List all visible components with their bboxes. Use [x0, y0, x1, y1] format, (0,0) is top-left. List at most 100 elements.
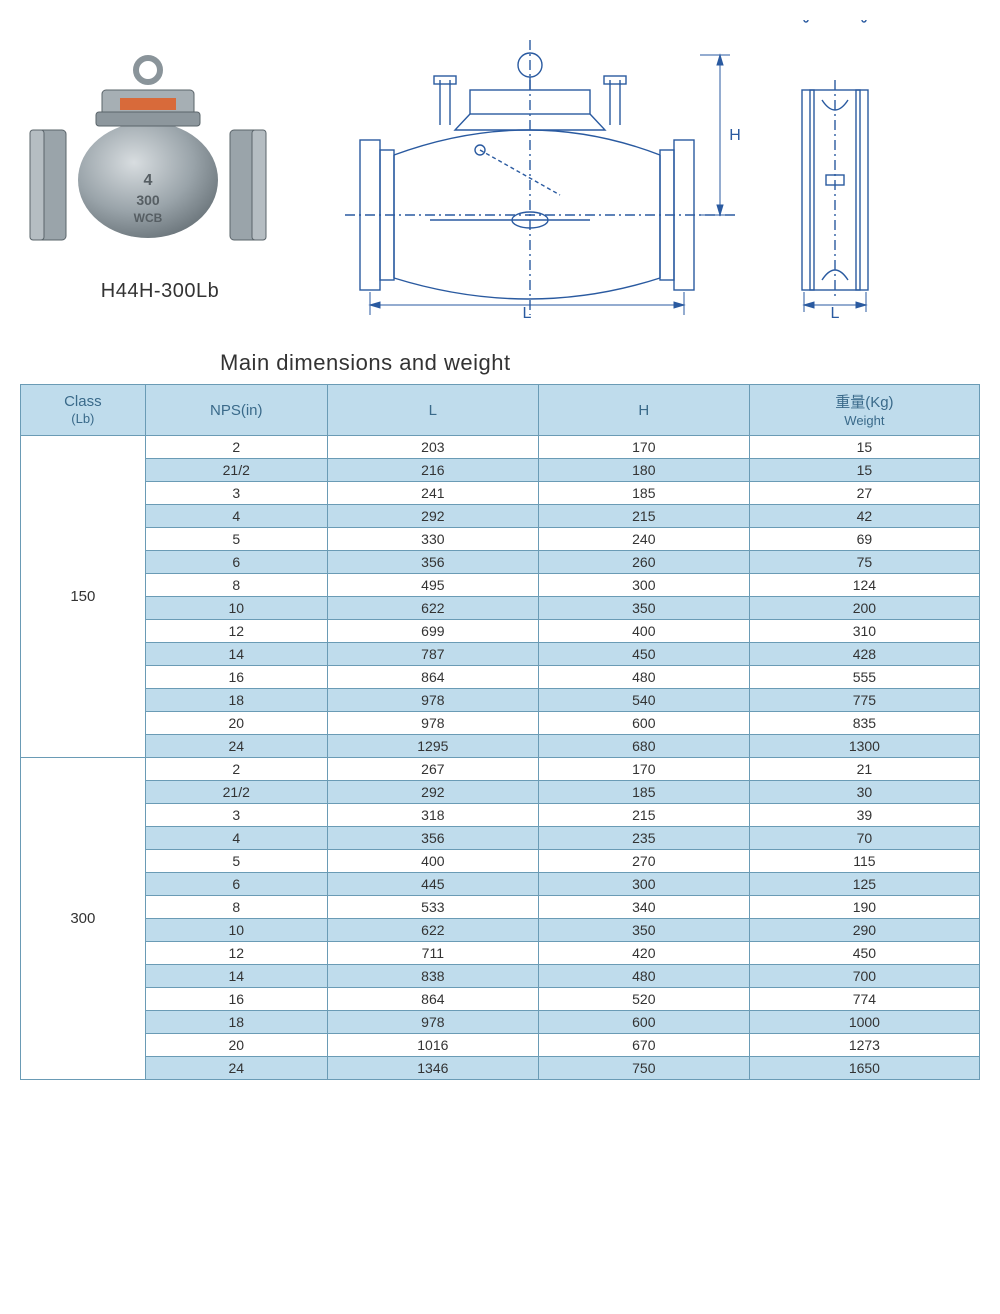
data-cell: 70 — [749, 827, 979, 850]
data-cell: 3 — [145, 482, 327, 505]
data-cell: 450 — [749, 942, 979, 965]
data-cell: 978 — [327, 1011, 538, 1034]
data-cell: 555 — [749, 666, 979, 689]
data-cell: 533 — [327, 896, 538, 919]
data-cell: 24 — [145, 1057, 327, 1080]
dim-l2-label: L — [831, 305, 840, 320]
th-nps: NPS(in) — [145, 385, 327, 436]
table-row: 300226717021 — [21, 758, 980, 781]
table-row: 2413467501650 — [21, 1057, 980, 1080]
th-h: H — [538, 385, 749, 436]
data-cell: 12 — [145, 942, 327, 965]
table-row: 8533340190 — [21, 896, 980, 919]
data-cell: 185 — [538, 482, 749, 505]
data-cell: 20 — [145, 1034, 327, 1057]
data-cell: 775 — [749, 689, 979, 712]
data-cell: 670 — [538, 1034, 749, 1057]
data-cell: 42 — [749, 505, 979, 528]
data-cell: 356 — [327, 827, 538, 850]
table-row: 435623570 — [21, 827, 980, 850]
data-cell: 170 — [538, 436, 749, 459]
data-cell: 1016 — [327, 1034, 538, 1057]
data-cell: 356 — [327, 551, 538, 574]
data-cell: 400 — [327, 850, 538, 873]
data-cell: 680 — [538, 735, 749, 758]
data-cell: 6 — [145, 551, 327, 574]
data-cell: 495 — [327, 574, 538, 597]
table-row: 331821539 — [21, 804, 980, 827]
front-drawing: L H — [330, 20, 750, 320]
data-cell: 15 — [749, 436, 979, 459]
data-cell: 170 — [538, 758, 749, 781]
table-row: 8495300124 — [21, 574, 980, 597]
data-cell: 24 — [145, 735, 327, 758]
table-row: 16864480555 — [21, 666, 980, 689]
data-cell: 14 — [145, 643, 327, 666]
data-cell: 203 — [327, 436, 538, 459]
data-cell: 318 — [327, 804, 538, 827]
table-row: 16864520774 — [21, 988, 980, 1011]
data-cell: 3 — [145, 804, 327, 827]
data-cell: 540 — [538, 689, 749, 712]
data-cell: 520 — [538, 988, 749, 1011]
data-cell: 787 — [327, 643, 538, 666]
data-cell: 12 — [145, 620, 327, 643]
table-row: 189786001000 — [21, 1011, 980, 1034]
data-cell: 700 — [749, 965, 979, 988]
data-cell: 774 — [749, 988, 979, 1011]
data-cell: 240 — [538, 528, 749, 551]
data-cell: 75 — [749, 551, 979, 574]
table-row: 429221542 — [21, 505, 980, 528]
data-cell: 200 — [749, 597, 979, 620]
data-cell: 1295 — [327, 735, 538, 758]
data-cell: 21/2 — [145, 459, 327, 482]
table-row: 18978540775 — [21, 689, 980, 712]
th-weight: 重量(Kg) Weight — [749, 385, 979, 436]
data-cell: 16 — [145, 666, 327, 689]
data-cell: 4 — [145, 827, 327, 850]
table-row: 20978600835 — [21, 712, 980, 735]
data-cell: 69 — [749, 528, 979, 551]
data-cell: 270 — [538, 850, 749, 873]
data-cell: 300 — [538, 574, 749, 597]
table-title: Main dimensions and weight — [220, 350, 980, 376]
product-block: 4 300 WCB H44H-300Lb — [20, 20, 300, 303]
data-cell: 292 — [327, 505, 538, 528]
th-l: L — [327, 385, 538, 436]
dimensions-table: Class (Lb) NPS(in) L H 重量(Kg) Weight 150… — [20, 384, 980, 1080]
data-cell: 8 — [145, 574, 327, 597]
data-cell: 450 — [538, 643, 749, 666]
data-cell: 1300 — [749, 735, 979, 758]
data-cell: 124 — [749, 574, 979, 597]
table-row: 150220317015 — [21, 436, 980, 459]
data-cell: 20 — [145, 712, 327, 735]
data-cell: 8 — [145, 896, 327, 919]
data-cell: 235 — [538, 827, 749, 850]
svg-text:WCB: WCB — [134, 211, 163, 225]
data-cell: 18 — [145, 1011, 327, 1034]
data-cell: 699 — [327, 620, 538, 643]
data-cell: 115 — [749, 850, 979, 873]
data-cell: 600 — [538, 1011, 749, 1034]
class-cell: 150 — [21, 436, 146, 758]
data-cell: 330 — [327, 528, 538, 551]
data-cell: 350 — [538, 597, 749, 620]
table-row: 635626075 — [21, 551, 980, 574]
data-cell: 241 — [327, 482, 538, 505]
data-cell: 428 — [749, 643, 979, 666]
svg-text:300: 300 — [136, 192, 160, 208]
table-row: 324118527 — [21, 482, 980, 505]
table-row: 10622350200 — [21, 597, 980, 620]
data-cell: 6 — [145, 873, 327, 896]
dim-h-label: H — [729, 127, 741, 144]
data-cell: 750 — [538, 1057, 749, 1080]
data-cell: 864 — [327, 666, 538, 689]
data-cell: 420 — [538, 942, 749, 965]
data-cell: 290 — [749, 919, 979, 942]
table-row: 14787450428 — [21, 643, 980, 666]
data-cell: 838 — [327, 965, 538, 988]
data-cell: 16 — [145, 988, 327, 1011]
svg-text:4: 4 — [144, 172, 153, 189]
side-drawing: L — [770, 20, 920, 320]
data-cell: 215 — [538, 505, 749, 528]
